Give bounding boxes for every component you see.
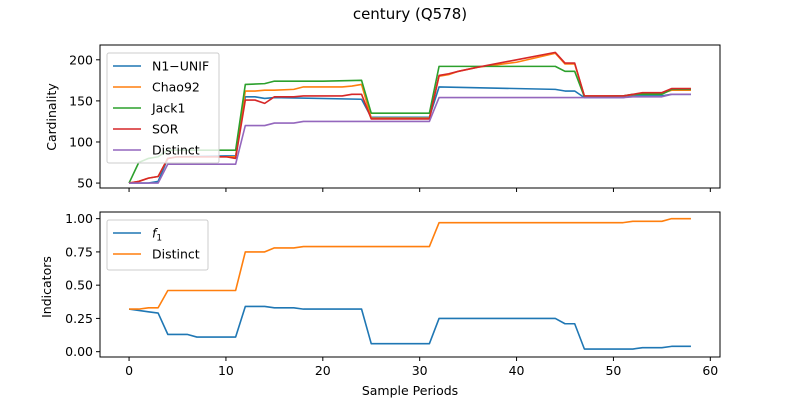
cardinality-y-tick-label: 200: [69, 52, 93, 67]
indicators-series-group: [128, 217, 691, 350]
figure-title: century (Q578): [353, 5, 467, 23]
legend-label-n1-unif: N1−UNIF: [152, 59, 209, 74]
indicators-y-axis-title: Indicators: [39, 256, 54, 318]
indicators-legend: f1 Distinct: [106, 219, 209, 271]
x-tick-label: 60: [702, 363, 718, 378]
x-tick-label: 30: [412, 363, 428, 378]
indicators-y-tick-label: 0.75: [65, 244, 93, 259]
cardinality-y-tick-label: 150: [69, 93, 93, 108]
legend-label-chao92: Chao92: [152, 80, 200, 95]
cardinality-axes-frame: [99, 44, 721, 189]
indicators-series-distinct-line: [129, 217, 691, 310]
x-axis-title: Sample Periods: [362, 383, 458, 398]
legend-label-distinct: Distinct: [152, 247, 200, 262]
legend-label-f1: f1: [152, 226, 162, 244]
indicators-y-tick-label: 1.00: [65, 211, 93, 226]
indicators-panel: Indicators Sample Periods 0 10 20 30 40 50 600…: [39, 211, 721, 398]
indicators-y-tick-label: 0.50: [65, 278, 93, 293]
indicators-y-tick-label: 0.00: [65, 344, 93, 359]
x-tick-label: 10: [218, 363, 234, 378]
cardinality-y-tick-label: 50: [77, 176, 93, 191]
x-tick-label: 20: [315, 363, 331, 378]
legend-label-distinct: Distinct: [152, 143, 200, 158]
cardinality-panel: Cardinality 50 100 150 200 N1−UNIF Chao92 Jac…: [44, 44, 721, 192]
cardinality-legend-frame: [106, 52, 220, 164]
x-tick-label: 50: [605, 363, 621, 378]
x-tick-label: 0: [125, 363, 133, 378]
cardinality-y-axis-title: Cardinality: [44, 83, 59, 151]
indicators-axes-frame: [99, 211, 721, 358]
x-tick-label: 40: [509, 363, 525, 378]
indicators-series-f1-line: [128, 305, 691, 350]
indicators-y-tick-label: 0.25: [65, 311, 93, 326]
cardinality-series-distinct-line: [129, 93, 691, 184]
cardinality-legend: N1−UNIF Chao92 Jack1 SOR Distinct: [106, 52, 220, 164]
legend-label-jack1: Jack1: [151, 101, 185, 116]
cardinality-y-tick-label: 100: [69, 134, 93, 149]
cardinality-ticks-group: 50 100 150 200: [69, 52, 711, 192]
indicators-ticks-group: 0 10 20 30 40 50 60 0.00 0.25 0.50 0.75 1.00: [65, 211, 718, 378]
indicators-legend-frame: [106, 219, 209, 271]
legend-label-sor: SOR: [152, 122, 179, 137]
